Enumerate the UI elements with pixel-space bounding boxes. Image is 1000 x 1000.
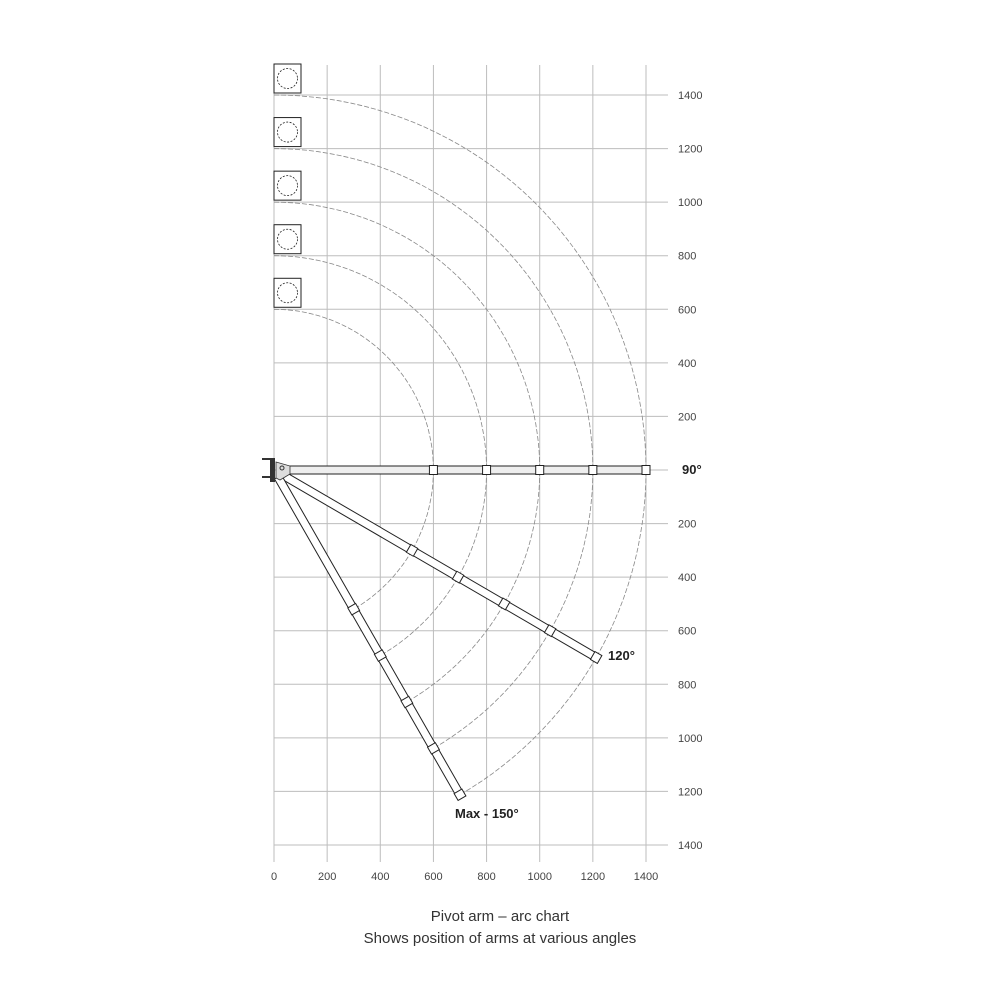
arm-marker <box>347 602 361 616</box>
pivot-pin <box>279 465 285 471</box>
x-tick-label: 800 <box>477 871 495 883</box>
x-tick-label: 200 <box>318 871 336 883</box>
arm-marker <box>497 597 511 611</box>
arm-marker <box>588 465 598 475</box>
y-tick-label: 800 <box>678 679 696 691</box>
arc-1000 <box>273 201 541 703</box>
x-tick-label: 1200 <box>581 871 605 883</box>
x-tick-label: 1400 <box>634 871 658 883</box>
arm-marker <box>373 649 387 662</box>
arm-marker <box>535 465 545 475</box>
y-tick-label: 1400 <box>678 90 702 102</box>
label-120: 120° <box>608 648 635 663</box>
position-circle <box>277 282 298 304</box>
y-tick-label: 400 <box>678 572 696 584</box>
x-tick-label: 400 <box>371 871 389 883</box>
y-tick-label: 600 <box>678 626 696 638</box>
arm-marker <box>400 695 414 709</box>
arm-marker <box>428 465 438 475</box>
y-tick-label: 1200 <box>678 786 702 798</box>
y-tick-label: 200 <box>678 411 696 423</box>
y-tick-label: 400 <box>678 358 696 370</box>
arc-600 <box>273 308 434 610</box>
arc-800 <box>273 255 488 656</box>
caption-subtitle: Shows position of arms at various angles <box>363 930 637 947</box>
position-circle <box>277 121 298 143</box>
label-150: Max - 150° <box>455 806 519 821</box>
position-circle <box>277 68 298 89</box>
y-tick-label: 600 <box>678 304 696 316</box>
arm-marker <box>482 465 492 475</box>
y-tick-label: 1400 <box>678 840 702 852</box>
position-circle <box>277 175 298 197</box>
y-tick-label: 1000 <box>678 197 702 209</box>
position-circle <box>277 228 298 250</box>
y-tick-label: 1000 <box>678 733 702 745</box>
label-90: 90° <box>682 462 702 477</box>
pivot-hinge <box>275 461 291 481</box>
arm-marker <box>543 624 557 638</box>
y-tick-label: 1200 <box>678 144 702 156</box>
y-tick-label: 800 <box>678 251 696 263</box>
arm-marker <box>451 570 465 584</box>
arc-1400 <box>273 94 647 796</box>
x-tick-label: 600 <box>424 871 442 883</box>
caption-title: Pivot arm – arc chart <box>430 908 570 925</box>
arm-90 <box>281 465 651 475</box>
x-tick-label: 1000 <box>527 871 551 883</box>
arm-marker <box>453 788 467 802</box>
y-tick-label: 200 <box>678 519 696 531</box>
pivot-mount <box>270 458 275 482</box>
arm-marker <box>641 465 651 475</box>
x-tick-label: 0 <box>271 871 277 883</box>
arm-marker <box>589 650 603 665</box>
arm-marker <box>426 741 441 755</box>
arm-marker <box>405 543 419 557</box>
